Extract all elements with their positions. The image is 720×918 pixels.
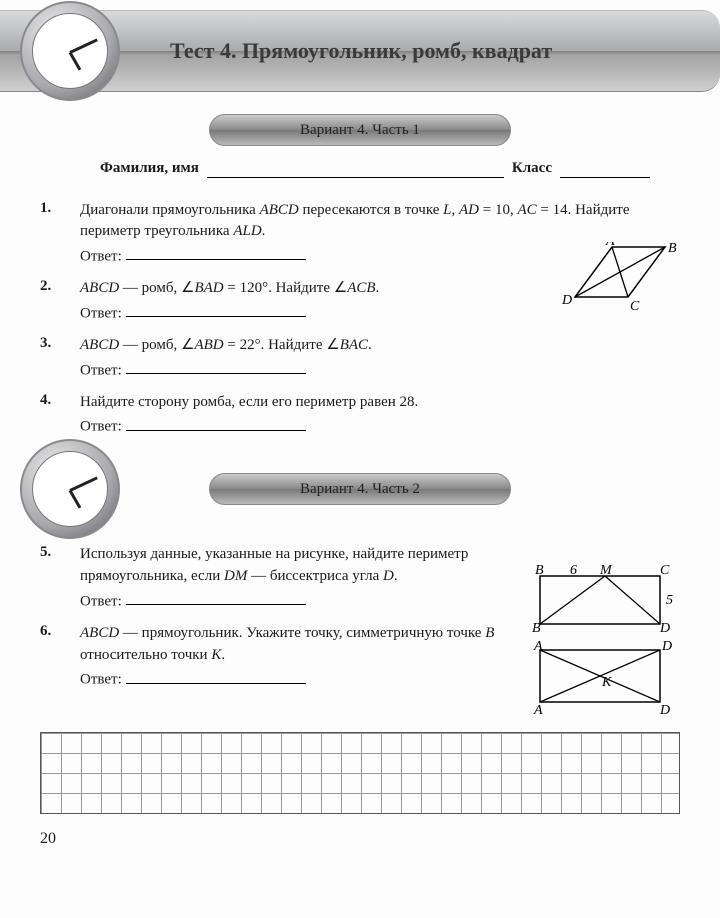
answer-input-line[interactable] (126, 668, 306, 683)
f6-A: A (533, 703, 543, 718)
f5-M: M (599, 563, 613, 578)
f5-D: D (659, 621, 670, 634)
question-body: ABCD — прямоугольник. Укажите точку, сим… (80, 623, 520, 692)
fig-q5: B 6 M C 5 B D (530, 562, 680, 634)
question-body: ABCD — ромб, ∠BAD = 120°. Найдите ∠ACB.О… (80, 278, 680, 325)
answer-label: Ответ: (80, 593, 122, 609)
answer-label: Ответ: (80, 419, 122, 435)
question-number: 6. (40, 623, 62, 692)
question-number: 4. (40, 392, 62, 439)
page-number: 20 (40, 830, 680, 848)
question-body: Диагонали прямоугольника ABCD пересекают… (80, 200, 680, 269)
part2-header: Вариант 4. Часть 2 (0, 452, 720, 526)
part2-block: B 6 M C 5 B D A D K A D 5. Используя данн… (40, 544, 680, 718)
question-number: 2. (40, 278, 62, 325)
answer-input-line[interactable] (126, 415, 306, 430)
question: 5. Используя данные, указанные на рисунке… (40, 544, 520, 613)
question: 4. Найдите сторону ромба, если его периме… (40, 392, 680, 439)
part2-pill: Вариант 4. Часть 2 (209, 473, 511, 505)
answer-input-line[interactable] (126, 302, 306, 317)
question-number: 3. (40, 335, 62, 382)
f5-B: B (535, 563, 544, 578)
answer-input-line[interactable] (126, 359, 306, 374)
question-body: ABCD — ромб, ∠ABD = 22°. Найдите ∠BAC.От… (80, 335, 680, 382)
f5-5: 5 (666, 593, 673, 608)
answer-label: Ответ: (80, 305, 122, 321)
question: 3. ABCD — ромб, ∠ABD = 22°. Найдите ∠BAC.… (40, 335, 680, 382)
answer-input-line[interactable] (126, 590, 306, 605)
answer-row: Ответ: (80, 590, 520, 613)
answer-row: Ответ: (80, 245, 680, 268)
f5-C: C (660, 563, 670, 578)
clock-icon (20, 1, 120, 101)
fig-q6: A D K A D (530, 638, 680, 718)
answer-input-line[interactable] (126, 245, 306, 260)
part1-pill: Вариант 4. Часть 1 (209, 114, 511, 146)
class-label: Класс (512, 160, 552, 178)
question: 1. Диагонали прямоугольника ABCD пересека… (40, 200, 680, 269)
answer-row: Ответ: (80, 668, 520, 691)
name-class-row: Фамилия, имя Класс (100, 160, 650, 178)
answer-row: Ответ: (80, 415, 680, 438)
answer-row: Ответ: (80, 302, 680, 325)
f6-At: A (533, 639, 543, 654)
f5-6: 6 (570, 563, 577, 578)
name-label: Фамилия, имя (100, 160, 199, 178)
f6-D: D (659, 703, 670, 718)
f6-K: K (601, 675, 612, 690)
name-input-line[interactable] (207, 160, 504, 178)
header-bar: Тест 4. Прямоугольник, ромб, квадрат (0, 10, 720, 92)
f5-B2: B (532, 621, 541, 634)
worksheet-grid[interactable] (40, 732, 680, 814)
part1-block: A B C D 1.Диагонали прямоугольника ABCD … (40, 200, 680, 439)
f6-Dt: D (661, 639, 672, 654)
question-number: 1. (40, 200, 62, 269)
answer-label: Ответ: (80, 362, 122, 378)
question: 6. ABCD — прямоугольник. Укажите точку, с… (40, 623, 520, 692)
answer-label: Ответ: (80, 248, 122, 264)
question: 2. ABCD — ромб, ∠BAD = 120°. Найдите ∠ACB… (40, 278, 680, 325)
answer-label: Ответ: (80, 672, 122, 688)
answer-row: Ответ: (80, 359, 680, 382)
question-body: Найдите сторону ромба, если его периметр… (80, 392, 680, 439)
question-body: Используя данные, указанные на рисунке, … (80, 544, 520, 613)
class-input-line[interactable] (560, 160, 650, 178)
question-number: 5. (40, 544, 62, 613)
